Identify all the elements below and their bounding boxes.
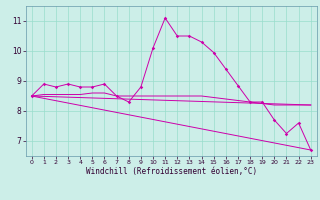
- X-axis label: Windchill (Refroidissement éolien,°C): Windchill (Refroidissement éolien,°C): [86, 167, 257, 176]
